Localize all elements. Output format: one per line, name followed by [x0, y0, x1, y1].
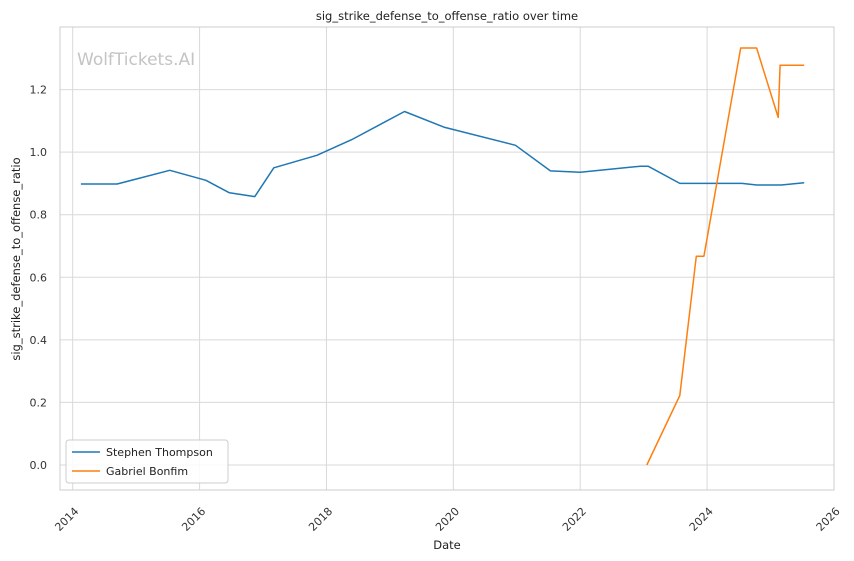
plot-border	[59, 26, 835, 491]
y-axis-title: sig_strike_defense_to_offense_ratio	[9, 157, 23, 360]
legend-label-stephen-thompson: Stephen Thompson	[106, 446, 213, 459]
chart-title: sig_strike_defense_to_offense_ratio over…	[316, 9, 578, 23]
series-line-stephen-thompson	[80, 110, 805, 198]
series-line-gabriel-bonfim	[646, 47, 805, 466]
x-axis-title: Date	[433, 538, 461, 552]
y-tick-label: 0.4	[30, 334, 48, 347]
legend-box	[65, 439, 229, 484]
y-tick-label: 1.0	[30, 146, 48, 159]
y-tick-label: 0.2	[30, 396, 48, 409]
y-tick-label: 0.6	[30, 271, 48, 284]
legend: Stephen Thompson Gabriel Bonfim	[65, 439, 229, 484]
legend-label-gabriel-bonfim: Gabriel Bonfim	[106, 465, 188, 478]
watermark: WolfTickets.AI	[77, 50, 195, 70]
y-tick-label: 0.8	[30, 209, 48, 222]
y-tick-labels: 0.0 0.2 0.4 0.6 0.8 1.0 1.2	[30, 84, 48, 472]
y-tick-label: 0.0	[30, 459, 48, 472]
series-lines	[80, 47, 805, 466]
y-tick-label: 1.2	[30, 84, 48, 97]
plot-frame	[59, 26, 835, 491]
